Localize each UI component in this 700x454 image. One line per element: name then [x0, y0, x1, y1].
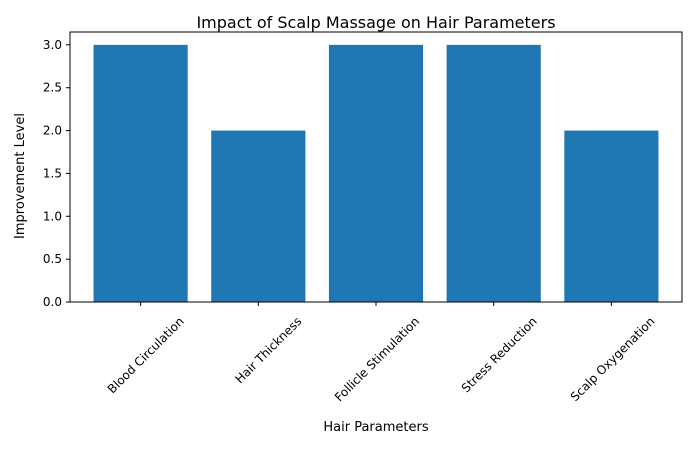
x-tick-label: Hair Thickness	[232, 314, 304, 386]
x-tick-label: Scalp Oxygenation	[568, 314, 658, 404]
chart-title: Impact of Scalp Massage on Hair Paramete…	[196, 13, 555, 32]
x-axis-label: Hair Parameters	[323, 420, 428, 435]
x-tick-label: Follicle Stimulation	[332, 314, 422, 404]
y-tick-label: 2.0	[43, 124, 62, 138]
bar	[93, 44, 188, 302]
bar	[328, 44, 424, 302]
y-tick-label: 2.5	[43, 81, 62, 95]
x-tick-label: Blood Circulation	[105, 314, 187, 396]
y-tick-label: 0.0	[43, 295, 62, 309]
y-tick-label: 3.0	[43, 38, 62, 52]
bars-layer	[93, 44, 659, 302]
y-tick-label: 0.5	[43, 252, 62, 266]
y-axis-label: Improvement Level	[13, 113, 28, 239]
x-tick-label: Stress Reduction	[459, 314, 540, 395]
bar	[564, 130, 659, 302]
bar	[446, 44, 541, 302]
y-tick-label: 1.5	[43, 166, 62, 180]
bar	[211, 130, 306, 302]
y-tick-label: 1.0	[43, 209, 62, 223]
